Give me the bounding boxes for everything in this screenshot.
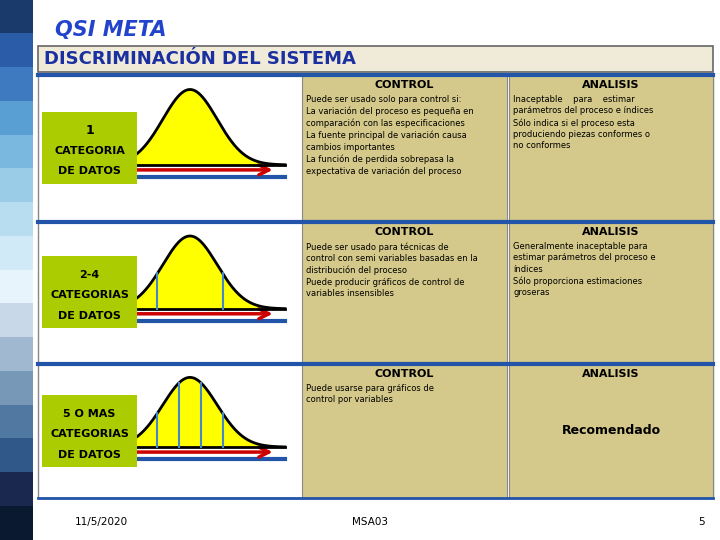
Text: Puede usarse para gráficos de
control por variables: Puede usarse para gráficos de control po… — [306, 384, 434, 404]
Bar — [0, 438, 33, 472]
Text: CONTROL: CONTROL — [375, 80, 434, 90]
Text: QSI META: QSI META — [55, 20, 166, 40]
Text: ANALISIS: ANALISIS — [582, 227, 640, 237]
Text: Recomendado: Recomendado — [562, 424, 660, 437]
Text: CONTROL: CONTROL — [375, 369, 434, 379]
Text: ANALISIS: ANALISIS — [582, 369, 640, 379]
Bar — [302, 75, 507, 220]
Bar — [0, 404, 33, 438]
Bar — [0, 134, 33, 168]
Text: 1: 1 — [85, 124, 94, 137]
Text: Puede ser usado para técnicas de
control con semi variables basadas en la
distri: Puede ser usado para técnicas de control… — [306, 242, 478, 298]
Bar — [509, 364, 713, 498]
Text: Puede ser usado solo para control si:
La variación del proceso es pequeña en
com: Puede ser usado solo para control si: La… — [306, 95, 474, 176]
Bar — [0, 0, 33, 33]
Bar — [42, 111, 137, 184]
Text: MSA03: MSA03 — [352, 517, 388, 527]
Bar — [302, 364, 507, 498]
Bar — [302, 222, 507, 362]
Bar — [42, 395, 137, 467]
Polygon shape — [95, 236, 285, 309]
Text: CATEGORIAS: CATEGORIAS — [50, 290, 129, 300]
Bar — [38, 46, 713, 72]
Polygon shape — [95, 377, 285, 447]
Text: Generalmente inaceptable para
estimar parámetros del proceso e
índices
Sólo prop: Generalmente inaceptable para estimar pa… — [513, 242, 656, 298]
Bar — [42, 256, 137, 328]
Bar — [0, 303, 33, 338]
Bar — [0, 168, 33, 202]
Text: Inaceptable    para    estimar
parámetros del proceso e índices
Sólo indica si e: Inaceptable para estimar parámetros del … — [513, 95, 653, 151]
Text: CATEGORIA: CATEGORIA — [54, 146, 125, 156]
Text: CATEGORIAS: CATEGORIAS — [50, 429, 129, 439]
Bar — [38, 75, 713, 498]
Bar — [0, 202, 33, 237]
Text: DISCRIMINACIÓN DEL SISTEMA: DISCRIMINACIÓN DEL SISTEMA — [44, 50, 356, 68]
Text: 5: 5 — [698, 517, 705, 527]
Bar — [0, 506, 33, 540]
Bar — [0, 269, 33, 303]
Text: DE DATOS: DE DATOS — [58, 450, 121, 460]
Text: DE DATOS: DE DATOS — [58, 310, 121, 321]
Text: 2-4: 2-4 — [79, 269, 99, 280]
Text: DE DATOS: DE DATOS — [58, 166, 121, 176]
Bar — [0, 236, 33, 270]
Text: 5 O MAS: 5 O MAS — [63, 409, 116, 419]
Bar — [509, 75, 713, 220]
Text: 11/5/2020: 11/5/2020 — [75, 517, 128, 527]
Bar — [0, 371, 33, 405]
Bar — [0, 101, 33, 135]
Bar — [0, 67, 33, 102]
Polygon shape — [95, 90, 285, 165]
Bar — [0, 33, 33, 68]
Bar — [0, 337, 33, 372]
Text: ANALISIS: ANALISIS — [582, 80, 640, 90]
Text: CONTROL: CONTROL — [375, 227, 434, 237]
Bar — [509, 222, 713, 362]
Bar — [0, 472, 33, 507]
